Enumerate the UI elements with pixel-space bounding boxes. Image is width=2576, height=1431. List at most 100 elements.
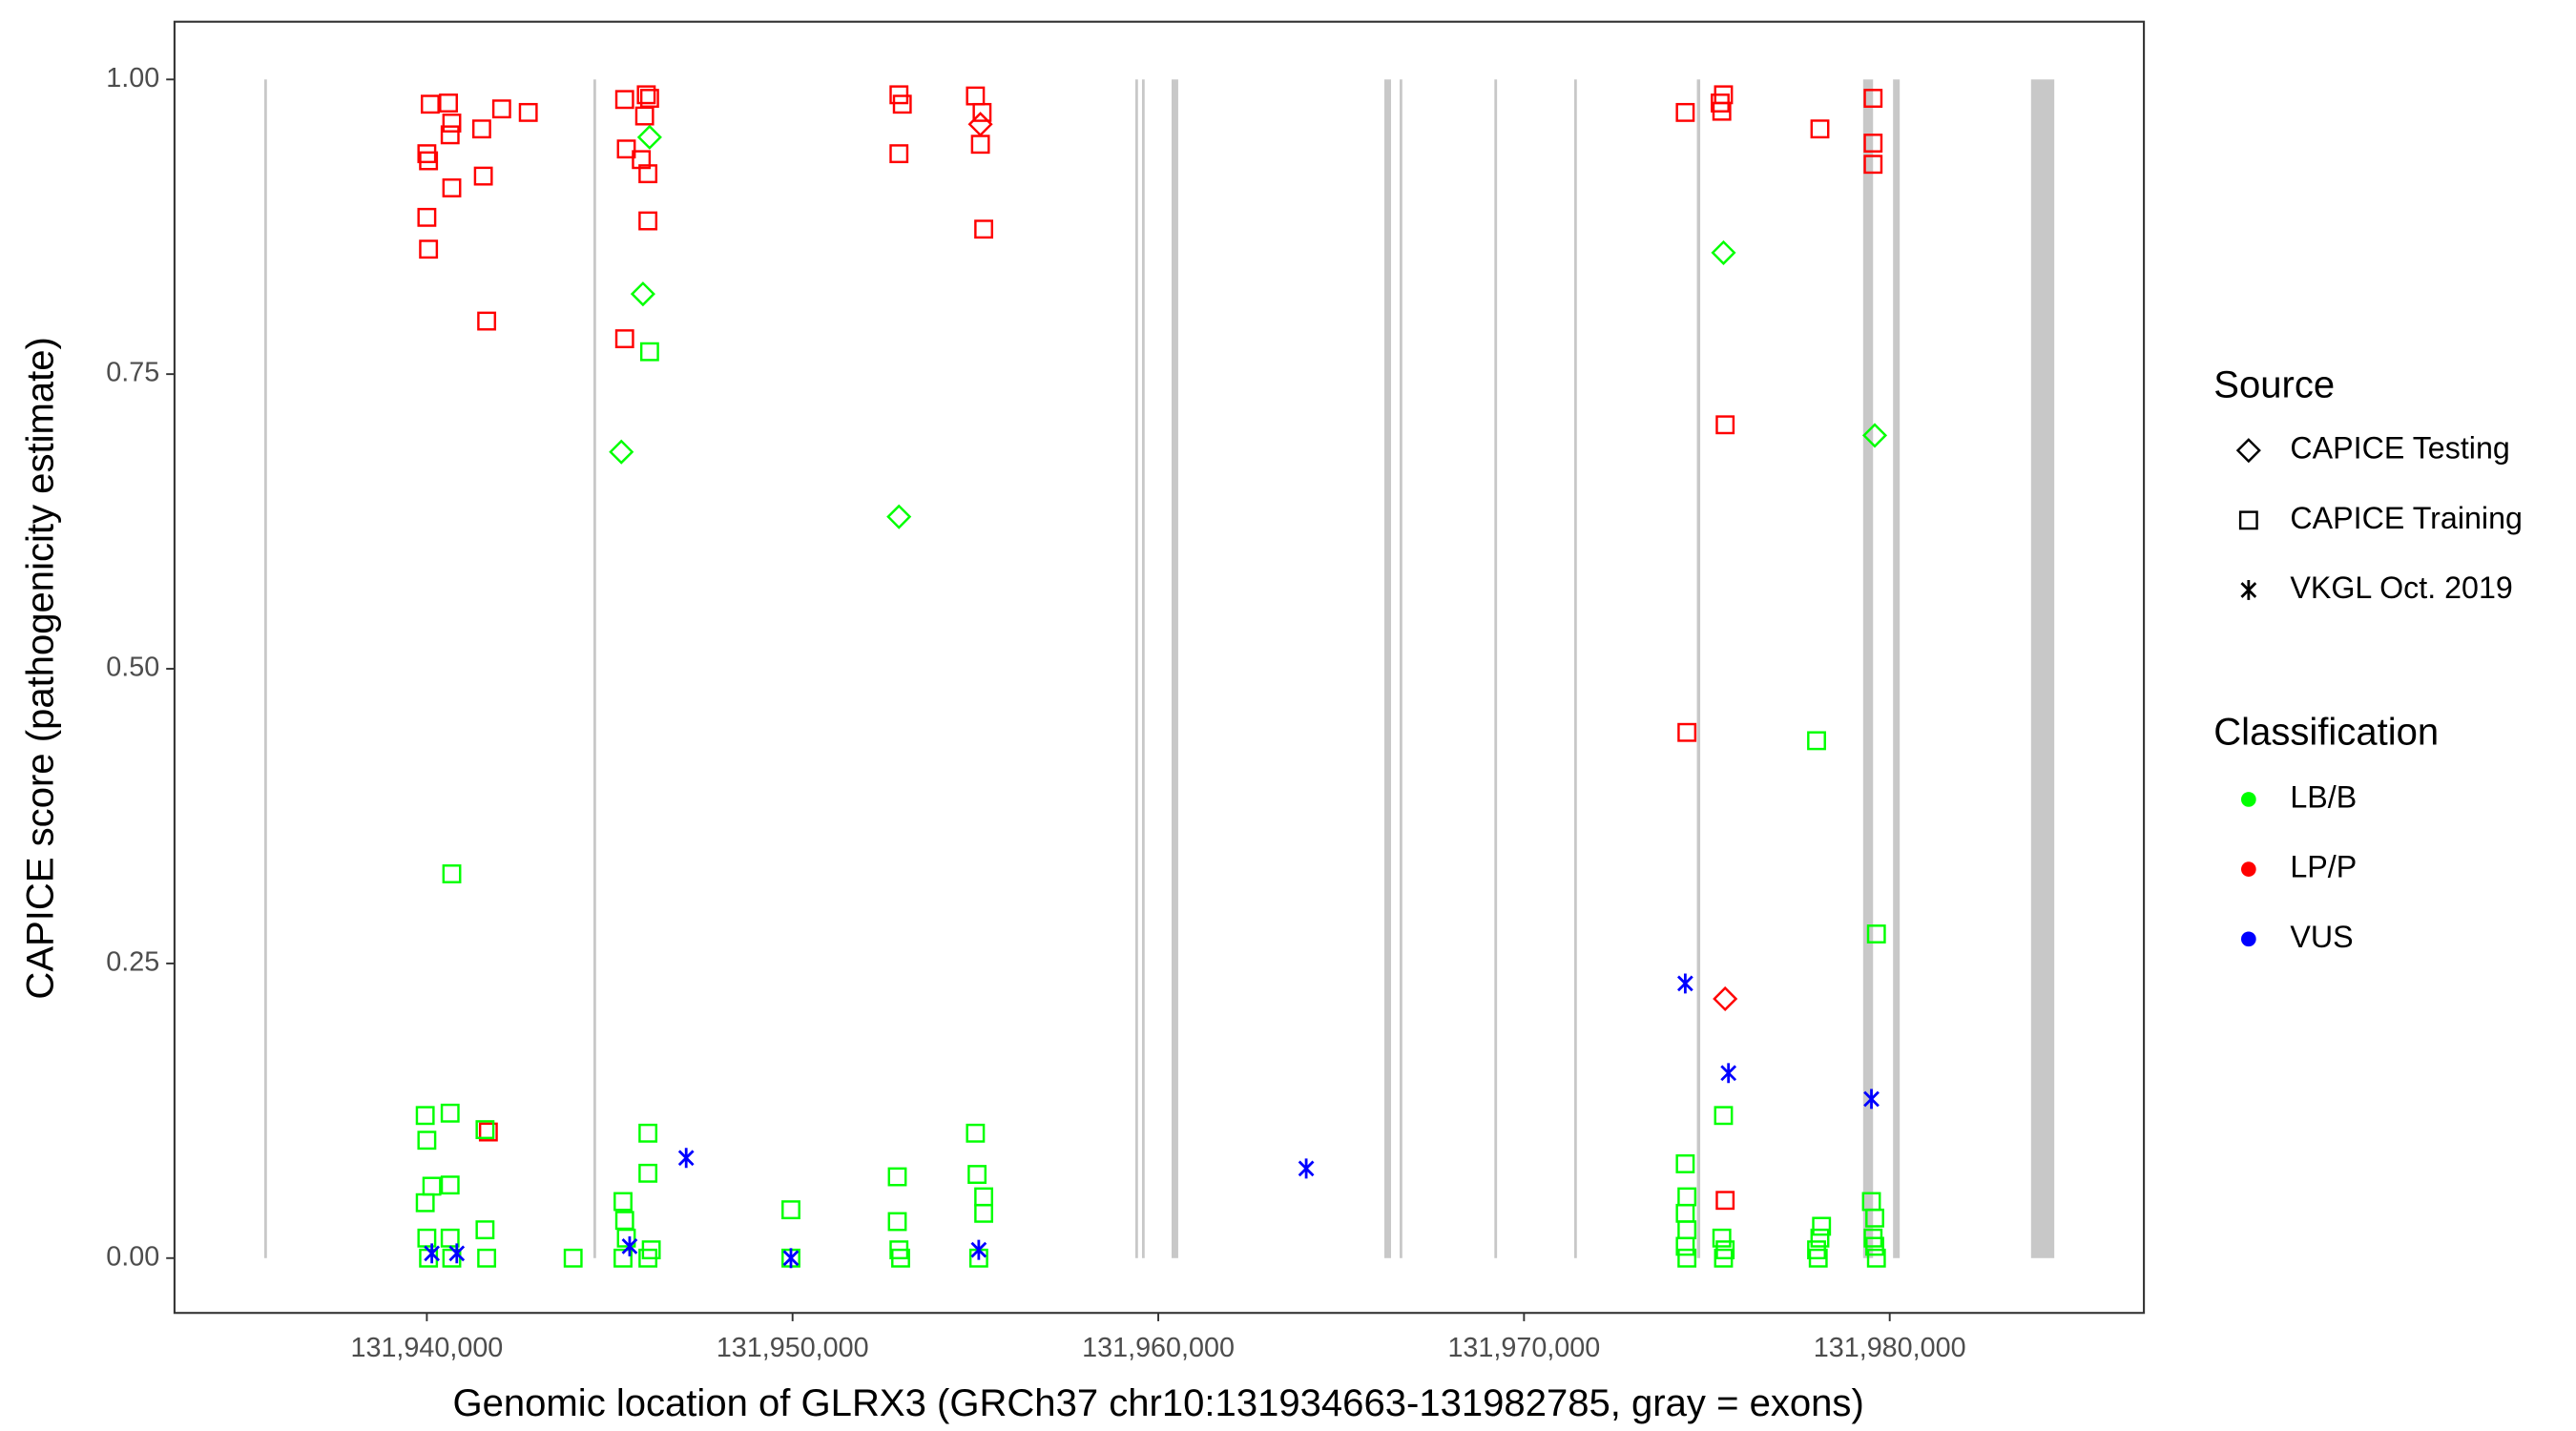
marker-square <box>478 1122 498 1142</box>
marker-diamond <box>630 281 655 307</box>
marker-square <box>471 119 491 139</box>
marker-square <box>1810 1228 1830 1248</box>
marker-square <box>638 1163 658 1183</box>
exon <box>1573 79 1577 1258</box>
marker-diamond <box>1711 239 1736 265</box>
marker-square <box>1677 1248 1697 1268</box>
marker-square <box>974 1203 994 1223</box>
marker-square <box>641 1240 661 1260</box>
exons <box>263 79 2055 1258</box>
marker-square <box>616 139 636 159</box>
marker-asterisk <box>424 1243 441 1264</box>
marker-square <box>972 102 992 122</box>
marker-square <box>638 164 658 184</box>
legend-title: Source <box>2213 363 2335 405</box>
marker-square <box>1715 1240 1735 1260</box>
marker-square <box>781 1200 800 1220</box>
marker-square <box>417 144 437 164</box>
panel-border <box>173 20 2146 1315</box>
y-tick-label: 0.75 <box>106 358 159 388</box>
legend-label: VUS <box>2290 920 2353 954</box>
exon <box>1141 79 1145 1258</box>
marker-square <box>473 166 493 186</box>
marker-square <box>1807 731 1826 751</box>
marker-asterisk <box>1298 1158 1315 1179</box>
marker-asterisk <box>1720 1063 1737 1084</box>
marker-square <box>974 219 994 239</box>
x-axis-title: Genomic location of GLRX3 (GRCh37 chr10:… <box>452 1382 1863 1424</box>
marker-square <box>1863 89 1883 108</box>
marker-square <box>1866 1248 1886 1268</box>
marker-diamond <box>2235 438 2261 464</box>
marker-square <box>563 1248 583 1268</box>
marker-square <box>613 1192 633 1212</box>
marker-square <box>1812 1216 1832 1236</box>
y-tick-label: 0.00 <box>106 1241 159 1272</box>
marker-square <box>1863 155 1883 175</box>
y-axis-title: CAPICE score (pathogenicity estimate) <box>20 337 62 999</box>
marker-square <box>1675 1236 1695 1256</box>
exon <box>592 79 596 1258</box>
x-tick-label: 131,950,000 <box>717 1333 869 1363</box>
marker-square <box>967 1165 987 1184</box>
marker-square <box>639 342 659 362</box>
marker-square <box>614 329 634 349</box>
marker-diamond <box>636 124 662 150</box>
marker-asterisk <box>1677 973 1693 994</box>
marker-square <box>887 1212 907 1232</box>
x-tick-label: 131,970,000 <box>1447 1333 1600 1363</box>
x-tick-label: 131,940,000 <box>350 1333 503 1363</box>
marker-square <box>420 94 440 114</box>
marker-square <box>442 864 462 883</box>
points <box>415 85 1888 1269</box>
marker-square <box>440 125 460 145</box>
legend: Source CAPICE Testing CAPICE Training VKGL … <box>2213 363 2523 953</box>
exon <box>1893 79 1901 1258</box>
marker-square <box>1807 1240 1826 1260</box>
marker-square <box>636 85 656 105</box>
marker-square <box>419 239 439 259</box>
marker-square <box>2238 510 2258 530</box>
legend-label: LP/P <box>2290 850 2357 884</box>
marker-square <box>417 207 437 227</box>
y-tick-label: 1.00 <box>106 63 159 93</box>
marker-asterisk <box>1863 1089 1880 1110</box>
axes: 131,940,000 131,950,000 131,960,000 131,970… <box>106 63 1965 1363</box>
marker-diamond <box>967 112 993 137</box>
marker-square <box>1866 924 1886 944</box>
marker-square <box>442 114 462 133</box>
marker-square <box>417 1130 437 1151</box>
marker-square <box>1712 1228 1732 1248</box>
exon <box>1134 79 1138 1258</box>
marker-asterisk <box>677 1148 695 1169</box>
marker-diamond <box>609 439 634 465</box>
marker-square <box>1810 119 1830 139</box>
marker-square <box>638 1123 658 1143</box>
x-tick-label: 131,960,000 <box>1082 1333 1235 1363</box>
marker-square <box>892 94 912 114</box>
marker-square <box>442 178 462 197</box>
legend-label: CAPICE Testing <box>2290 431 2509 466</box>
marker-square <box>1715 415 1735 435</box>
marker-square <box>1865 1208 1884 1228</box>
marker-square <box>440 1175 460 1195</box>
exon <box>1384 79 1391 1258</box>
marker-square <box>415 1192 435 1213</box>
legend-label: CAPICE Training <box>2290 501 2523 535</box>
exon <box>2030 79 2055 1258</box>
marker-square <box>614 90 634 110</box>
legend-swatch <box>2241 792 2256 807</box>
legend-swatch <box>2241 931 2256 947</box>
marker-square <box>1715 1191 1735 1211</box>
marker-square <box>1675 1154 1695 1173</box>
marker-asterisk <box>448 1243 466 1264</box>
legend-swatch <box>2241 861 2256 877</box>
marker-square <box>477 311 497 331</box>
marker-square <box>638 211 658 231</box>
marker-square <box>1714 1106 1734 1126</box>
marker-square <box>439 93 458 113</box>
marker-square <box>440 1103 460 1123</box>
